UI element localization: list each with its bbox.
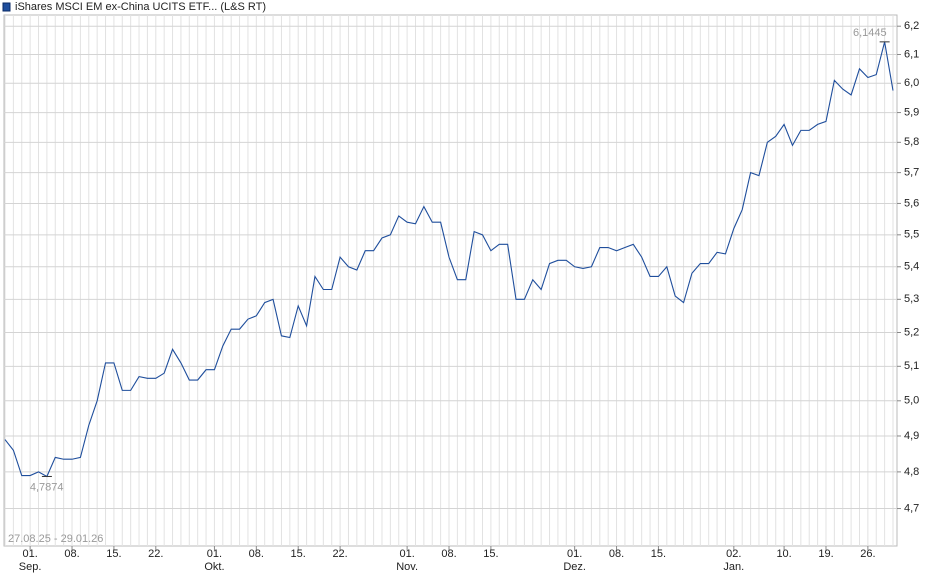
y-tick-label: 4,7 xyxy=(904,502,919,514)
month-label: Nov. xyxy=(396,561,418,573)
y-tick-label: 5,4 xyxy=(904,261,919,273)
x-tick-label: 08. xyxy=(64,548,79,560)
x-tick-label: 08. xyxy=(609,548,624,560)
x-tick-label: 19. xyxy=(818,548,833,560)
y-tick-label: 6,1 xyxy=(904,48,919,60)
x-tick-label: 01. xyxy=(567,548,582,560)
x-tick-label: 15. xyxy=(651,548,666,560)
y-tick-label: 5,6 xyxy=(904,197,919,209)
y-tick-label: 5,7 xyxy=(904,167,919,179)
plot-frame xyxy=(3,14,898,547)
y-tick-label: 4,8 xyxy=(904,466,919,478)
y-tick-label: 6,2 xyxy=(904,20,919,32)
x-tick-label: 15. xyxy=(291,548,306,560)
x-tick-label: 08. xyxy=(441,548,456,560)
month-label: Sep. xyxy=(19,561,42,573)
x-tick-label: 10. xyxy=(776,548,791,560)
grid xyxy=(4,15,897,546)
y-tick-label: 4,9 xyxy=(904,430,919,442)
x-tick-label: 22. xyxy=(148,548,163,560)
month-label: Okt. xyxy=(204,561,224,573)
y-tick-label: 6,0 xyxy=(904,77,919,89)
x-tick-label: 22. xyxy=(332,548,347,560)
y-tick-label: 5,2 xyxy=(904,326,919,338)
y-tick-label: 5,5 xyxy=(904,229,919,241)
price-line xyxy=(4,41,894,478)
x-tick-label: 26. xyxy=(860,548,875,560)
y-tick-label: 5,0 xyxy=(904,395,919,407)
x-tick-label: 01. xyxy=(22,548,37,560)
y-tick-label: 5,3 xyxy=(904,293,919,305)
x-tick-label: 15. xyxy=(106,548,121,560)
x-tick-label: 01. xyxy=(207,548,222,560)
x-tick-label: 08. xyxy=(249,548,264,560)
x-tick-label: 01. xyxy=(399,548,414,560)
legend-swatch xyxy=(2,2,11,12)
month-label: Jan. xyxy=(723,561,744,573)
y-tick-label: 5,8 xyxy=(904,136,919,148)
chart-title: iShares MSCI EM ex-China UCITS ETF... (L… xyxy=(15,1,266,13)
value-label: 4,7874 xyxy=(30,481,64,493)
value-label: 6,1445 xyxy=(853,27,887,39)
x-tick-label: 02. xyxy=(726,548,741,560)
subtitle: 27.08.25 - 29.01.26 xyxy=(8,533,103,545)
month-label: Dez. xyxy=(563,561,586,573)
x-tick-label: 15. xyxy=(483,548,498,560)
y-tick-label: 5,9 xyxy=(904,106,919,118)
y-tick-label: 5,1 xyxy=(904,360,919,372)
